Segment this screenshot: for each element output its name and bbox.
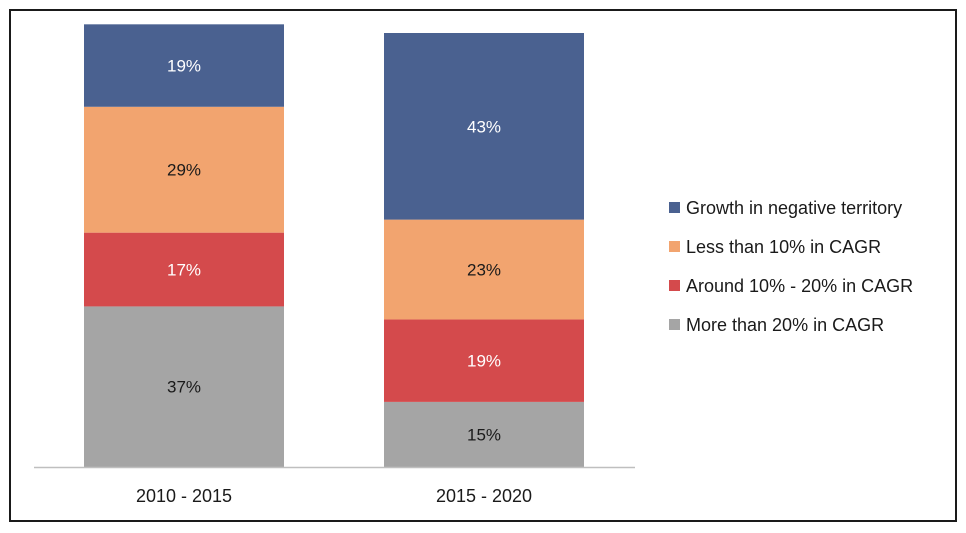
bar-segment-1-1 [84, 306, 284, 467]
data-label: 19% [467, 352, 501, 371]
data-label: 23% [467, 261, 501, 280]
data-label: 37% [167, 378, 201, 397]
x-tick-label: 2010 - 2015 [136, 486, 232, 506]
data-label: 19% [167, 57, 201, 76]
legend-swatch [669, 319, 680, 330]
data-label: 15% [467, 425, 501, 444]
legend-swatch [669, 202, 680, 213]
legend-swatch [669, 280, 680, 291]
legend-label: Growth in negative territory [686, 198, 902, 218]
bar-segment-1-2 [84, 232, 284, 307]
bar-segment-1-3 [84, 106, 284, 233]
legend-label: Less than 10% in CAGR [686, 237, 881, 257]
data-label: 17% [167, 261, 201, 280]
bar-segment-2-1 [384, 401, 584, 467]
x-tick-label: 2015 - 2020 [436, 486, 532, 506]
bar-segment-2-2 [384, 319, 584, 402]
data-label: 43% [467, 117, 501, 136]
data-label: 29% [167, 161, 201, 180]
bar-segment-2-4 [384, 33, 584, 220]
bar-segment-2-3 [384, 219, 584, 320]
legend-swatch [669, 241, 680, 252]
bar-segment-1-4 [84, 24, 284, 107]
legend-label: Around 10% - 20% in CAGR [686, 276, 913, 296]
legend-label: More than 20% in CAGR [686, 315, 884, 335]
